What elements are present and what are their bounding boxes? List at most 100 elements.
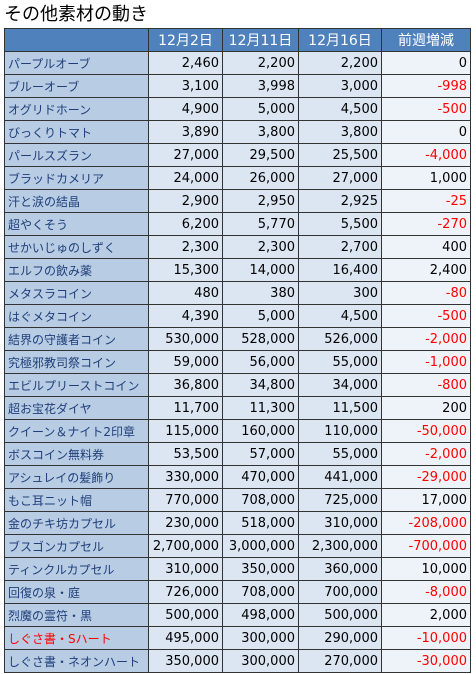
weekly-change: -800 <box>381 373 471 397</box>
item-name: 金のチキ坊カプセル <box>4 511 149 535</box>
price: 770,000 <box>148 488 223 512</box>
weekly-change: 400 <box>381 235 471 259</box>
price: 3,100 <box>148 74 223 98</box>
item-name: エビルプリーストコイン <box>4 373 149 397</box>
price: 34,800 <box>222 373 299 397</box>
weekly-change: -1,000 <box>381 350 471 374</box>
price: 36,800 <box>148 373 223 397</box>
row: ティンクルカプセル 310,000 350,000 360,000 10,000 <box>4 557 471 581</box>
price: 4,500 <box>298 304 382 328</box>
item-name: 超お宝花ダイヤ <box>4 396 149 420</box>
price: 56,000 <box>222 350 299 374</box>
weekly-change: 2,400 <box>381 258 471 282</box>
price: 441,000 <box>298 465 382 489</box>
item-name: パープルオーブ <box>4 51 149 75</box>
row: ボスコイン無料券 53,500 57,000 55,000 -2,000 <box>4 442 471 466</box>
price: 14,000 <box>222 258 299 282</box>
price: 300 <box>298 281 382 305</box>
weekly-change: -700,000 <box>381 534 471 558</box>
item-name: 烈魔の霊符・黒 <box>4 603 149 627</box>
item-name: もこ耳ニット帽 <box>4 488 149 512</box>
price: 700,000 <box>298 580 382 604</box>
item-name: 汗と涙の結晶 <box>4 189 149 213</box>
item-name: 超やくそう <box>4 212 149 236</box>
weekly-change: -4,000 <box>381 143 471 167</box>
row: 回復の泉・庭 726,000 708,000 700,000 -8,000 <box>4 580 471 604</box>
price: 480 <box>148 281 223 305</box>
price: 2,700 <box>298 235 382 259</box>
column-header: 前週増減 <box>381 28 471 52</box>
price: 230,000 <box>148 511 223 535</box>
price: 4,390 <box>148 304 223 328</box>
price: 3,800 <box>298 120 382 144</box>
price: 526,000 <box>298 327 382 351</box>
price: 380 <box>222 281 299 305</box>
row: 究極邪教司祭コイン 59,000 56,000 55,000 -1,000 <box>4 350 471 374</box>
weekly-change: -270 <box>381 212 471 236</box>
row: 結界の守護者コイン 530,000 528,000 526,000 -2,000 <box>4 327 471 351</box>
weekly-change: -208,000 <box>381 511 471 535</box>
header-row: 12月2日 12月11日 12月16日 前週増減 <box>4 28 471 52</box>
price: 27,000 <box>298 166 382 190</box>
price: 3,000 <box>298 74 382 98</box>
item-name: びっくりトマト <box>4 120 149 144</box>
weekly-change: 0 <box>381 120 471 144</box>
item-name: ボスコイン無料券 <box>4 442 149 466</box>
item-name: はぐメタコイン <box>4 304 149 328</box>
price: 3,800 <box>222 120 299 144</box>
table-body: パープルオーブ 2,460 2,200 2,200 0 ブルーオーブ 3,100 3,998 3… <box>4 51 471 673</box>
item-name: ブルーオーブ <box>4 74 149 98</box>
row: はぐメタコイン 4,390 5,000 4,500 -500 <box>4 304 471 328</box>
price: 4,900 <box>148 97 223 121</box>
row: パープルオーブ 2,460 2,200 2,200 0 <box>4 51 471 75</box>
weekly-change: -500 <box>381 304 471 328</box>
title: その他素材の動き <box>4 4 148 25</box>
price: 350,000 <box>222 557 299 581</box>
row: ブスゴンカプセル 2,700,000 3,000,000 2,300,000 -700,… <box>4 534 471 558</box>
row: 汗と涙の結晶 2,900 2,950 2,925 -25 <box>4 189 471 213</box>
price: 11,700 <box>148 396 223 420</box>
price: 310,000 <box>148 557 223 581</box>
item-name: オグリドホーン <box>4 97 149 121</box>
item-name: ブラッドカメリア <box>4 166 149 190</box>
weekly-change: -25 <box>381 189 471 213</box>
price: 2,200 <box>222 51 299 75</box>
price: 15,300 <box>148 258 223 282</box>
weekly-change: 1,000 <box>381 166 471 190</box>
price: 53,500 <box>148 442 223 466</box>
price: 5,500 <box>298 212 382 236</box>
price: 5,000 <box>222 97 299 121</box>
price: 16,400 <box>298 258 382 282</box>
price: 726,000 <box>148 580 223 604</box>
price: 495,000 <box>148 626 223 650</box>
row: しぐさ書・ネオンハート 350,000 300,000 270,000 -30,000 <box>4 649 471 673</box>
row: しぐさ書・Sハート 495,000 300,000 290,000 -10,000 <box>4 626 471 650</box>
price: 498,000 <box>222 603 299 627</box>
item-name: せかいじゅのしずく <box>4 235 149 259</box>
item-name: 究極邪教司祭コイン <box>4 350 149 374</box>
weekly-change: 10,000 <box>381 557 471 581</box>
item-name: クイーン＆ナイト2印章 <box>4 419 149 443</box>
price: 3,000,000 <box>222 534 299 558</box>
price: 4,500 <box>298 97 382 121</box>
price: 330,000 <box>148 465 223 489</box>
price: 55,000 <box>298 350 382 374</box>
price: 34,000 <box>298 373 382 397</box>
price: 24,000 <box>148 166 223 190</box>
price: 2,925 <box>298 189 382 213</box>
item-name: 回復の泉・庭 <box>4 580 149 604</box>
price: 530,000 <box>148 327 223 351</box>
corner <box>4 28 149 52</box>
price: 528,000 <box>222 327 299 351</box>
item-name: ブスゴンカプセル <box>4 534 149 558</box>
price: 115,000 <box>148 419 223 443</box>
price: 708,000 <box>222 488 299 512</box>
price: 6,200 <box>148 212 223 236</box>
weekly-change: -10,000 <box>381 626 471 650</box>
price: 518,000 <box>222 511 299 535</box>
row: エビルプリーストコイン 36,800 34,800 34,000 -800 <box>4 373 471 397</box>
price: 2,460 <box>148 51 223 75</box>
column-header: 12月16日 <box>298 28 382 52</box>
row: メタスラコイン 480 380 300 -80 <box>4 281 471 305</box>
